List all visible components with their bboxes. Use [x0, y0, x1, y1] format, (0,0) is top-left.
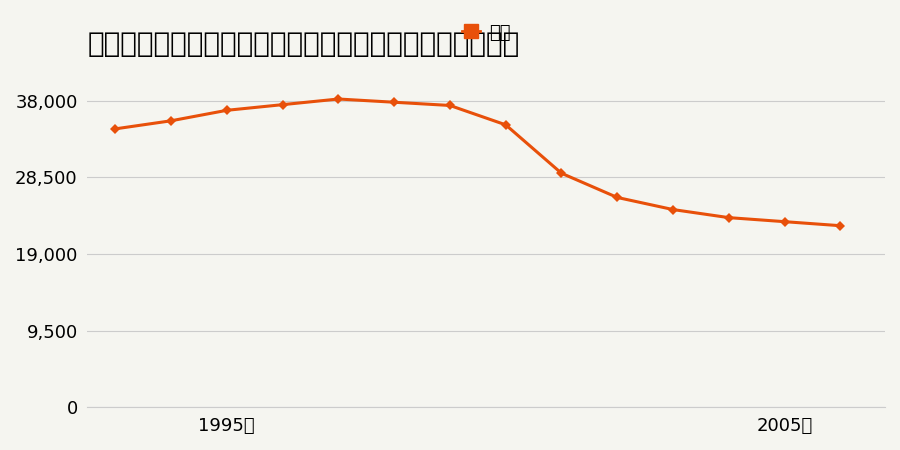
Text: 岡山県赤磐郡熊山町桜が丘東６丁目６番１３４の地価推移: 岡山県赤磐郡熊山町桜が丘東６丁目６番１３４の地価推移	[87, 30, 519, 58]
Legend: 価格: 価格	[454, 16, 518, 49]
